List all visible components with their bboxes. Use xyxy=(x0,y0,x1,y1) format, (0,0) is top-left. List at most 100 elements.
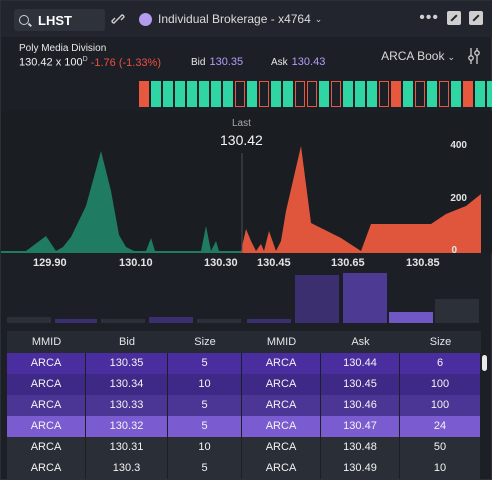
table-row[interactable]: ARCA 130.33 5 ARCA 130.46 100 xyxy=(7,395,481,416)
tick-cell xyxy=(283,81,293,107)
table-cell: ARCA xyxy=(7,458,86,479)
tick-cell xyxy=(475,81,485,107)
tick-cell xyxy=(379,81,389,107)
x-tick: 130.45 xyxy=(257,257,291,269)
ask-depth-area xyxy=(241,146,481,253)
account-selector[interactable]: Individual Brokerage - x4764 ⌄ xyxy=(139,12,322,26)
table-cell: 130.31 xyxy=(86,437,168,458)
table-cell: ARCA xyxy=(242,374,321,395)
table-cell: 130.44 xyxy=(321,353,400,374)
tick-cell xyxy=(247,81,257,107)
last-label: Last xyxy=(232,118,251,129)
tick-cell xyxy=(187,81,197,107)
tick-cell xyxy=(211,81,221,107)
last-value: 130.42 xyxy=(220,132,263,148)
table-cell: 5 xyxy=(168,353,242,374)
table-cell: 24 xyxy=(400,416,481,437)
table-scrollbar[interactable] xyxy=(482,355,487,371)
depth-chart xyxy=(1,111,492,323)
title-bar: LHST Individual Brokerage - x4764 ⌄ ••• xyxy=(1,1,492,37)
tick-cell xyxy=(175,81,185,107)
tick-cell xyxy=(307,81,317,107)
tick-cell xyxy=(451,81,461,107)
account-label: Individual Brokerage - x4764 xyxy=(158,12,311,26)
tick-cell xyxy=(199,81,209,107)
tick-cell xyxy=(259,81,269,107)
expand-icon[interactable] xyxy=(469,11,483,25)
person-icon xyxy=(139,12,152,26)
table-cell: 10 xyxy=(168,374,242,395)
tick-cell xyxy=(295,81,305,107)
table-cell: 130.47 xyxy=(321,416,400,437)
last-quote: 130.42 x 100D -1.76 (-1.33%) xyxy=(19,56,161,69)
unlink-icon[interactable] xyxy=(111,12,125,26)
symbol-input[interactable]: LHST xyxy=(38,12,72,28)
exchange-flag: D xyxy=(82,56,88,63)
tick-cell xyxy=(415,81,425,107)
col-ask-size[interactable]: Size xyxy=(429,336,452,348)
table-cell: ARCA xyxy=(7,395,86,416)
minimize-icon[interactable] xyxy=(447,11,461,25)
col-bid-size[interactable]: Size xyxy=(194,336,216,348)
chevron-down-icon: ⌄ xyxy=(447,52,455,62)
more-icon[interactable]: ••• xyxy=(419,9,439,26)
x-tick: 130.65 xyxy=(331,257,365,269)
search-icon xyxy=(19,15,29,25)
table-cell: 5 xyxy=(168,395,242,416)
table-cell: ARCA xyxy=(7,374,86,395)
price-change: -1.76 (-1.33%) xyxy=(90,56,161,69)
table-cell: 5 xyxy=(168,458,242,479)
x-tick: 130.10 xyxy=(119,257,153,269)
table-cell: 130.3 xyxy=(86,458,168,479)
table-cell: ARCA xyxy=(242,353,321,374)
table-cell: 10 xyxy=(168,437,242,458)
table-row[interactable]: ARCA 130.34 10 ARCA 130.45 100 xyxy=(7,374,481,395)
table-cell: 130.32 xyxy=(86,416,168,437)
table-cell: ARCA xyxy=(7,416,86,437)
table-cell: 130.46 xyxy=(321,395,400,416)
book-selector[interactable]: ARCA Book ⌄ xyxy=(381,49,455,63)
tick-cell xyxy=(319,81,329,107)
table-cell: 100 xyxy=(400,395,481,416)
last-price: 130.42 x 100 xyxy=(19,56,83,69)
depth-table: MMID Bid Size MMID Ask Size ARCA 130.35 5 A… xyxy=(7,331,481,479)
table-row[interactable]: ARCA 130.31 10 ARCA 130.48 50 xyxy=(7,437,481,458)
tick-cell xyxy=(331,81,341,107)
x-tick: 130.85 xyxy=(406,257,440,269)
col-ask[interactable]: Ask xyxy=(351,336,370,348)
tick-cell xyxy=(439,81,449,107)
table-cell: 5 xyxy=(168,416,242,437)
col-bid[interactable]: Bid xyxy=(119,336,135,348)
bid-quote: Bid 130.35 xyxy=(191,56,243,68)
col-mmid-ask[interactable]: MMID xyxy=(266,336,297,348)
table-cell: 100 xyxy=(400,374,481,395)
tick-cell xyxy=(271,81,281,107)
table-cell: ARCA xyxy=(242,458,321,479)
table-cell: 130.33 xyxy=(86,395,168,416)
bid-label: Bid xyxy=(191,57,206,68)
ask-quote: Ask 130.43 xyxy=(271,56,325,68)
tick-cell xyxy=(151,81,161,107)
table-row[interactable]: ARCA 130.35 5 ARCA 130.44 6 xyxy=(7,353,481,374)
tick-cell xyxy=(427,81,437,107)
table-row[interactable]: ARCA 130.3 5 ARCA 130.49 10 xyxy=(7,458,481,479)
table-cell: 130.34 xyxy=(86,374,168,395)
table-cell: 130.48 xyxy=(321,437,400,458)
book-label: ARCA Book xyxy=(381,49,445,63)
symbol-search[interactable]: LHST xyxy=(14,9,105,31)
table-cell: ARCA xyxy=(242,416,321,437)
table-cell: ARCA xyxy=(7,437,86,458)
y-tick: 0 xyxy=(451,245,457,256)
ask-label: Ask xyxy=(271,57,288,68)
ask-price: 130.43 xyxy=(291,56,326,68)
settings-sliders-icon[interactable] xyxy=(467,47,481,65)
y-tick: 200 xyxy=(450,193,467,204)
x-tick: 130.30 xyxy=(204,257,238,269)
table-cell: ARCA xyxy=(242,437,321,458)
col-mmid-bid[interactable]: MMID xyxy=(31,336,62,348)
company-name: Poly Media Division xyxy=(19,43,107,54)
tick-cell xyxy=(163,81,173,107)
table-row[interactable]: ARCA 130.32 5 ARCA 130.47 24 xyxy=(7,416,481,437)
chevron-down-icon: ⌄ xyxy=(314,13,323,24)
tick-cell xyxy=(343,81,353,107)
